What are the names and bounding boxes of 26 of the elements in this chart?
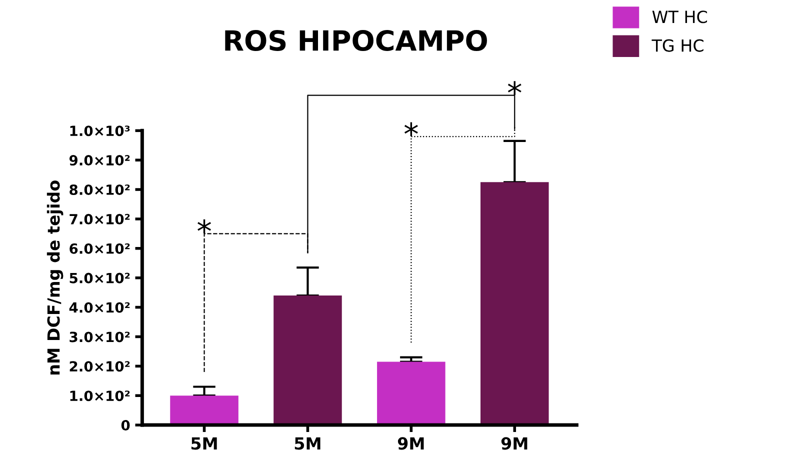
bar: [377, 362, 446, 426]
annotation: *: [404, 122, 418, 136]
x-tick-label: 9M: [398, 437, 424, 450]
x-tick-label: 5M: [294, 437, 320, 450]
chart-title: ROS HIPOCAMPO: [225, 30, 487, 51]
y-tick-label: 0: [121, 420, 130, 431]
text: *: [508, 81, 522, 95]
y-tick-label: 4.0×10²: [69, 302, 130, 313]
bar: [480, 182, 549, 426]
annotation: *: [198, 219, 211, 234]
legend-label: TG HC: [652, 39, 704, 52]
y-tick-label: 1.0×10³: [70, 126, 130, 136]
y-tick-label: 7.0×10²: [70, 214, 130, 224]
y-tick-label: 1.0×10²: [70, 390, 130, 402]
y-axis-title: nM DCF/mg de tejido: [46, 180, 64, 374]
bar: [274, 296, 342, 426]
y-tick-label: 2.0×10²: [70, 361, 130, 372]
y-tick-label: 6.0×10²: [70, 243, 130, 254]
bar: [170, 396, 238, 426]
y-tick-label: 5.0×10²: [70, 272, 130, 284]
x-tick-label: 5M: [191, 437, 217, 450]
y-tick-label: 3.0×10²: [70, 332, 130, 342]
legend-label: WT HC: [652, 10, 707, 24]
y-tick-label: 9.0×10²: [69, 155, 130, 166]
x-tick-label: 9M: [501, 437, 528, 450]
y-tick-label: 8.0×10²: [70, 184, 130, 195]
